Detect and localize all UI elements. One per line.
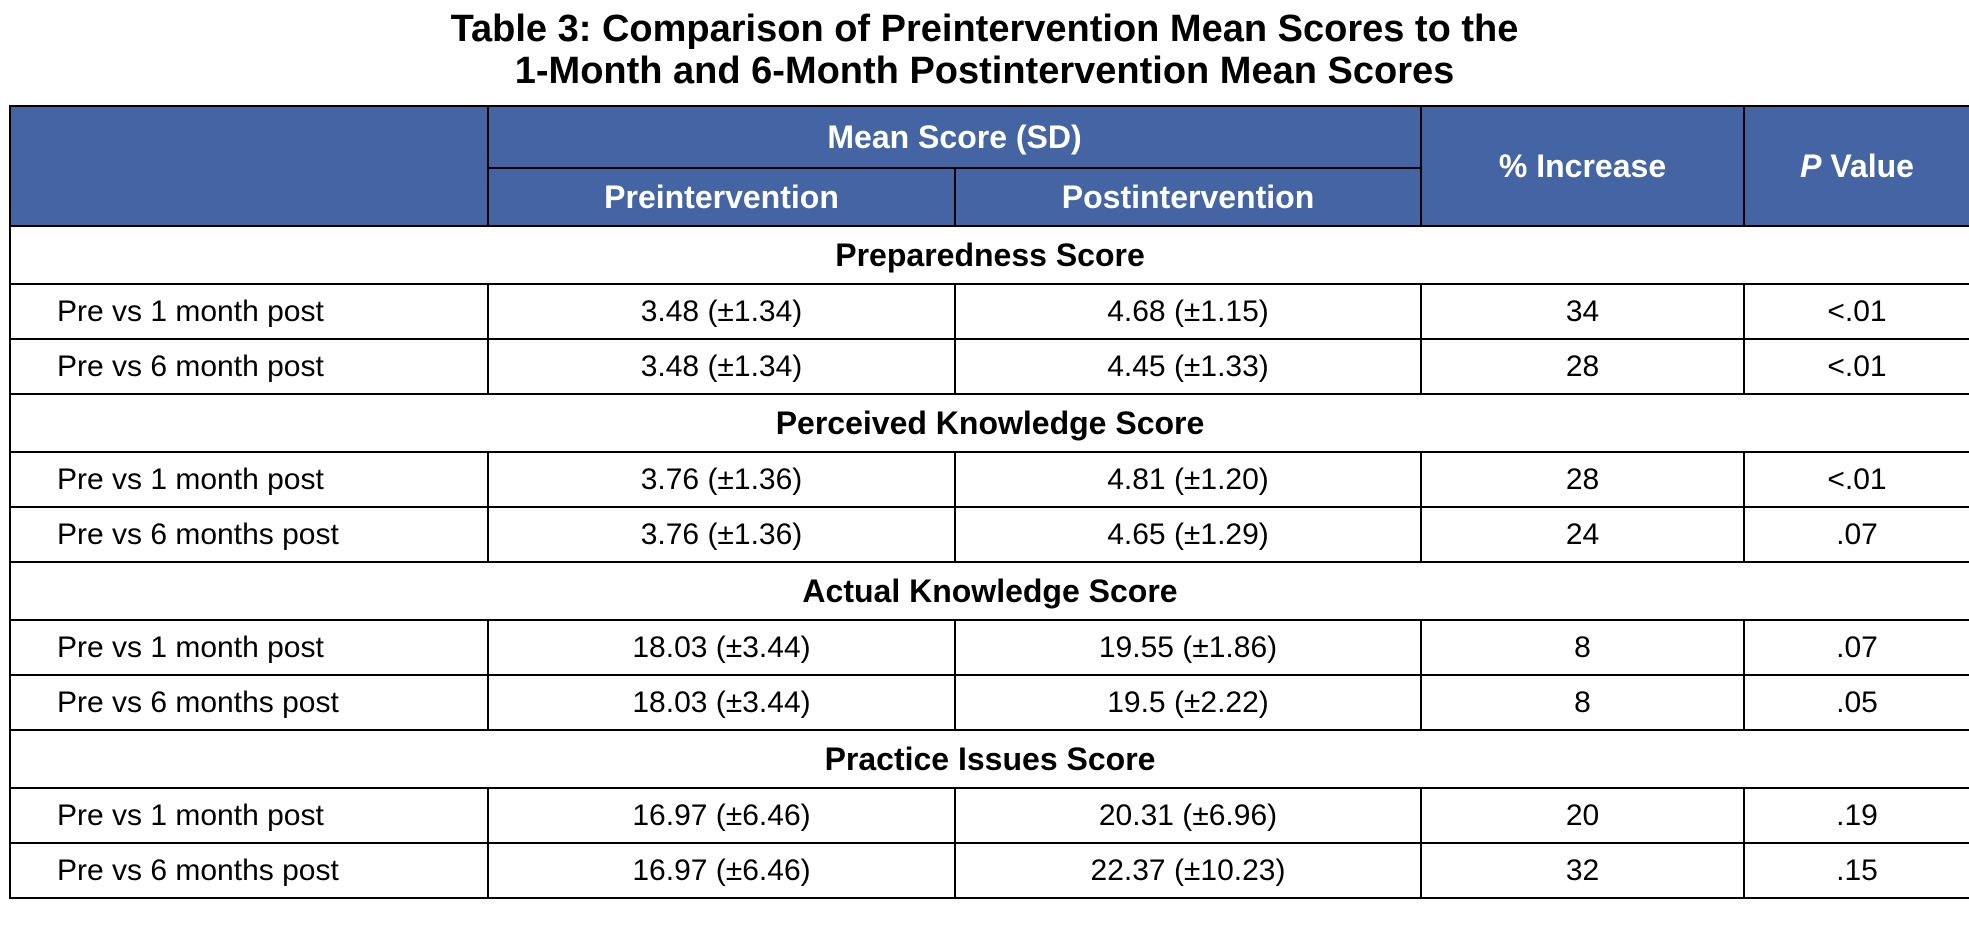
header-percent-increase: % Increase: [1420, 105, 1745, 227]
p-value-cell: .07: [1743, 619, 1969, 676]
header-row-2: Preintervention Postintervention: [10, 167, 1969, 227]
table-row: Pre vs 6 months post 3.76 (±1.36) 4.65 (±1…: [9, 506, 1969, 563]
pre-score-cell: 3.76 (±1.36): [487, 506, 956, 563]
row-label: Pre vs 6 month post: [9, 338, 489, 395]
p-value-cell: .19: [1743, 787, 1969, 844]
p-value-cell: .07: [1743, 506, 1969, 563]
post-score-cell: 4.81 (±1.20): [954, 451, 1422, 508]
row-label: Pre vs 1 month post: [9, 787, 489, 844]
pre-score-cell: 3.48 (±1.34): [487, 338, 956, 395]
pre-score-cell: 16.97 (±6.46): [487, 787, 956, 844]
percent-increase-cell: 28: [1420, 451, 1745, 508]
results-table: Mean Score (SD) % Increase P Value Prein…: [9, 105, 1969, 899]
p-value-cell: <.01: [1743, 338, 1969, 395]
p-letter: P: [1800, 147, 1822, 184]
table-row: Pre vs 6 month post 3.48 (±1.34) 4.45 (±1.…: [9, 338, 1969, 395]
table-row: Pre vs 1 month post 16.97 (±6.46) 20.31 (±…: [9, 787, 1969, 844]
section-title: Practice Issues Score: [9, 729, 1969, 789]
header-mean-score: Mean Score (SD): [487, 105, 1422, 169]
post-score-cell: 20.31 (±6.96): [954, 787, 1422, 844]
row-label: Pre vs 6 months post: [9, 842, 489, 899]
percent-increase-cell: 20: [1420, 787, 1745, 844]
table-row: Pre vs 1 month post 18.03 (±3.44) 19.55 (±…: [9, 619, 1969, 676]
p-value-text: Value: [1821, 147, 1914, 184]
section-title: Perceived Knowledge Score: [9, 393, 1969, 453]
table-row: Pre vs 1 month post 3.48 (±1.34) 4.68 (±1.…: [9, 283, 1969, 340]
percent-increase-cell: 28: [1420, 338, 1745, 395]
p-value-cell: .15: [1743, 842, 1969, 899]
title-line-2: 1-Month and 6-Month Postintervention Mea…: [514, 50, 1455, 92]
table-title: Table 3: Comparison of Preintervention M…: [0, 8, 1969, 92]
row-label: Pre vs 1 month post: [9, 451, 489, 508]
percent-increase-cell: 8: [1420, 674, 1745, 731]
pre-score-cell: 3.48 (±1.34): [487, 283, 956, 340]
pre-score-cell: 3.76 (±1.36): [487, 451, 956, 508]
row-label: Pre vs 1 month post: [9, 619, 489, 676]
table-row: Pre vs 6 months post 16.97 (±6.46) 22.37 (…: [9, 842, 1969, 899]
p-value-cell: .05: [1743, 674, 1969, 731]
title-line-1: Table 3: Comparison of Preintervention M…: [450, 8, 1519, 50]
pre-score-cell: 18.03 (±3.44): [487, 674, 956, 731]
post-score-cell: 4.65 (±1.29): [954, 506, 1422, 563]
section-row: Perceived Knowledge Score: [9, 393, 1969, 453]
post-score-cell: 22.37 (±10.23): [954, 842, 1422, 899]
header-empty-cell: [9, 105, 489, 227]
post-score-cell: 4.68 (±1.15): [954, 283, 1422, 340]
p-value-cell: <.01: [1743, 283, 1969, 340]
post-score-cell: 19.55 (±1.86): [954, 619, 1422, 676]
percent-increase-cell: 8: [1420, 619, 1745, 676]
percent-increase-cell: 24: [1420, 506, 1745, 563]
header-preintervention: Preintervention: [487, 167, 956, 227]
header-row-1: Mean Score (SD) % Increase P Value: [9, 105, 1969, 227]
section-row: Practice Issues Score: [9, 729, 1969, 789]
percent-increase-cell: 34: [1420, 283, 1745, 340]
row-label: Pre vs 6 months post: [9, 506, 489, 563]
pre-score-cell: 16.97 (±6.46): [487, 842, 956, 899]
post-score-cell: 4.45 (±1.33): [954, 338, 1422, 395]
percent-increase-cell: 32: [1420, 842, 1745, 899]
header-postintervention: Postintervention: [954, 167, 1422, 227]
header-p-value: P Value: [1743, 105, 1969, 227]
post-score-cell: 19.5 (±2.22): [954, 674, 1422, 731]
table-row: Pre vs 1 month post 3.76 (±1.36) 4.81 (±1.…: [9, 451, 1969, 508]
table-body: Preparedness Score Pre vs 1 month post 3.4…: [9, 225, 1969, 899]
row-label: Pre vs 1 month post: [9, 283, 489, 340]
pre-score-cell: 18.03 (±3.44): [487, 619, 956, 676]
row-label: Pre vs 6 months post: [9, 674, 489, 731]
section-title: Actual Knowledge Score: [9, 561, 1969, 621]
section-row: Preparedness Score: [9, 225, 1969, 285]
table-row: Pre vs 6 months post 18.03 (±3.44) 19.5 (±…: [9, 674, 1969, 731]
p-value-cell: <.01: [1743, 451, 1969, 508]
section-title: Preparedness Score: [9, 225, 1969, 285]
section-row: Actual Knowledge Score: [9, 561, 1969, 621]
